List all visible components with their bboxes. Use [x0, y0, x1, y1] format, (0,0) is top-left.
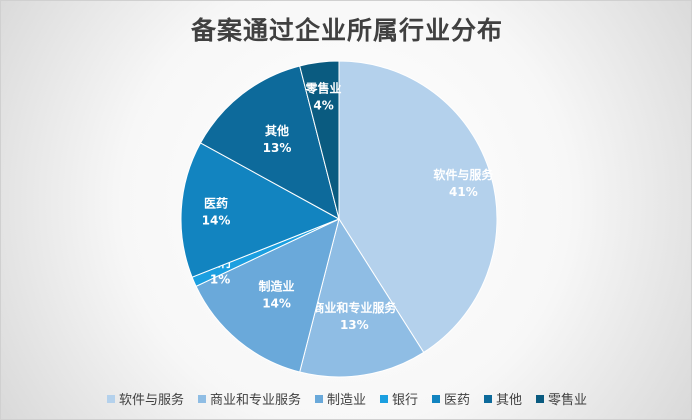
legend-label: 软件与服务 [118, 393, 184, 408]
legend-item-6: 其他 [484, 389, 522, 408]
legend-item-4: 银行 [379, 389, 418, 408]
legend-label: 零售业 [548, 393, 588, 408]
legend-item-1: 软件与服务 [106, 389, 184, 408]
legend-item-2: 商业和专业服务 [197, 389, 301, 408]
legend-label: 医药 [444, 393, 471, 408]
chart-title: 备案通过企业所属行业分布 [190, 16, 503, 45]
legend-label: 制造业 [326, 393, 366, 408]
legend-swatch [106, 394, 115, 403]
legend-label: 其他 [496, 393, 523, 408]
slice-label-5: 医药 14% [202, 195, 231, 227]
pie-slice-5 [180, 142, 341, 278]
legend-label: 商业和专业服务 [209, 393, 301, 408]
legend-swatch [432, 394, 440, 403]
slice-label-3: 制造业 14% [259, 278, 295, 310]
slice-label-2: 商业和专业服务 13% [312, 300, 397, 332]
pie-slice-6 [199, 65, 340, 220]
slice-label-1: 软件与服务 41% [433, 167, 494, 199]
legend-item-7: 零售业 [536, 389, 587, 408]
pie-slice-7 [299, 60, 340, 220]
slice-label-6: 其他 13% [263, 123, 292, 155]
slice-label-7: 零售业 4% [305, 81, 342, 113]
legend: 软件与服务 商业和专业服务 制造业 银行 医药 其他 零售业 [1, 389, 692, 408]
pie-slice-2 [299, 217, 425, 378]
legend-swatch [379, 394, 388, 403]
pie-slice-1 [338, 60, 498, 354]
pie-chart: 软件与服务41%商业和专业服务13%制造业14%银行1%医药14%其他13%零售… [180, 60, 498, 378]
legend-swatch [314, 394, 323, 403]
legend-swatch [536, 394, 545, 403]
legend-item-3: 制造业 [314, 389, 366, 408]
legend-item-5: 医药 [432, 389, 470, 408]
legend-swatch [197, 394, 206, 403]
pie-slice-3 [195, 218, 340, 373]
legend-label: 银行 [391, 393, 418, 408]
legend-swatch [484, 394, 493, 403]
